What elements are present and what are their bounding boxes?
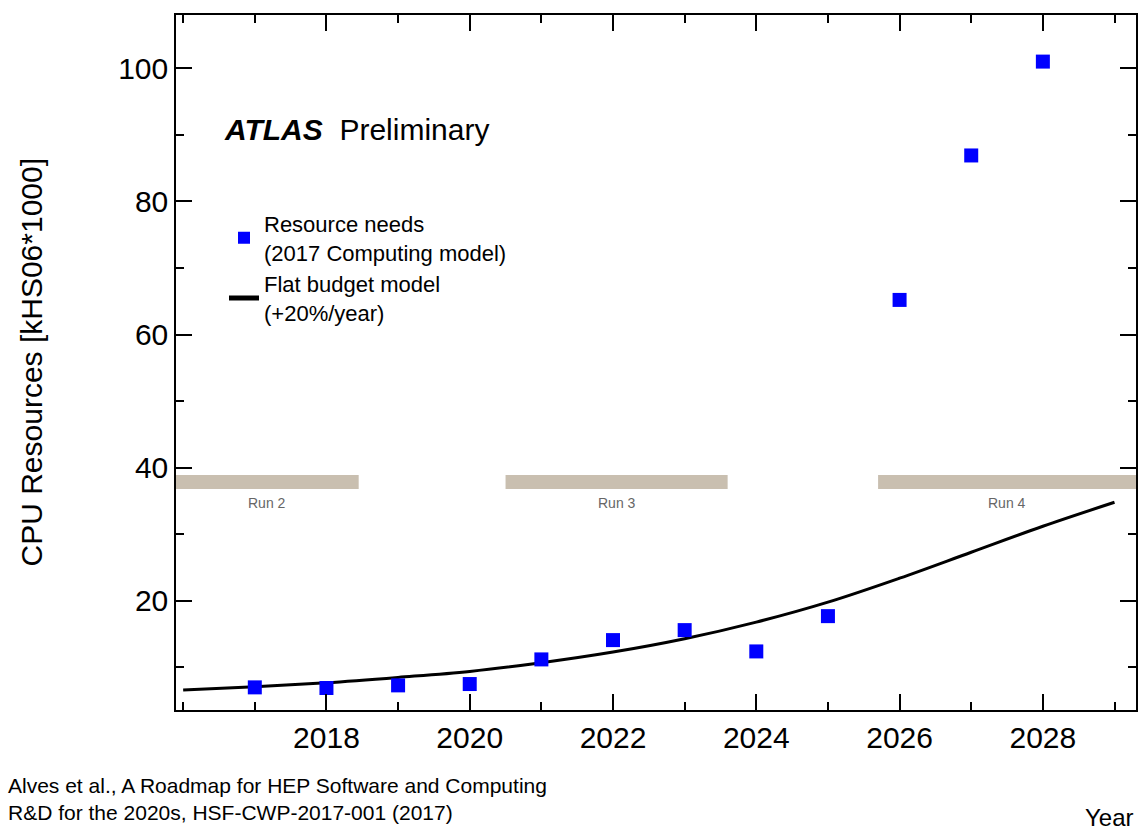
svg-text:60: 60 — [135, 318, 168, 351]
svg-text:CPU Resources [kHS06*1000]: CPU Resources [kHS06*1000] — [15, 158, 48, 567]
svg-text:2022: 2022 — [580, 721, 647, 754]
svg-text:2024: 2024 — [723, 721, 790, 754]
svg-text:Flat budget model(+20%/year): Flat budget model(+20%/year) — [264, 272, 440, 326]
svg-text:Resource needs(2017 Computing: Resource needs(2017 Computing model) — [264, 212, 506, 266]
svg-text:2026: 2026 — [866, 721, 933, 754]
svg-text:Run 4: Run 4 — [988, 495, 1026, 511]
svg-text:20: 20 — [135, 584, 168, 617]
svg-text:40: 40 — [135, 451, 168, 484]
svg-text:100: 100 — [118, 52, 168, 85]
svg-text:2020: 2020 — [436, 721, 503, 754]
svg-text:Run 3: Run 3 — [598, 495, 636, 511]
svg-text:Alves et al., A Roadmap for HE: Alves et al., A Roadmap for HEP Software… — [8, 774, 547, 824]
svg-text:ATLAS Preliminary: ATLAS Preliminary — [224, 113, 489, 146]
svg-text:2028: 2028 — [1009, 721, 1076, 754]
svg-text:Run 2: Run 2 — [248, 495, 286, 511]
svg-text:80: 80 — [135, 185, 168, 218]
svg-text:Year: Year — [1085, 804, 1134, 831]
svg-text:2018: 2018 — [293, 721, 360, 754]
